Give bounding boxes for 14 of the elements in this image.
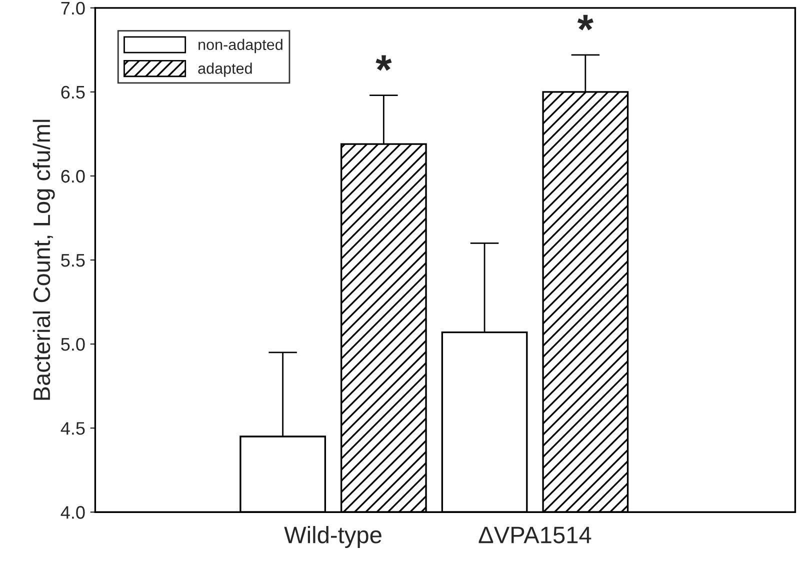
y-tick-label: 5.5 [61,254,85,267]
y-tick-label: 5.0 [61,338,85,351]
y-tick-label: 6.0 [61,170,85,183]
y-tick-label: 4.0 [60,506,85,519]
annotation: * [376,55,392,71]
y-tick-label: 7.0 [61,2,85,15]
legend-label: adapted [198,62,252,77]
legend-label: non-adapted [198,38,282,54]
y-tick-label: 6.5 [61,86,85,99]
y-axis-title: Bacterial Count, Log cfu/ml [32,120,55,400]
x-tick-label: Wild-type [284,526,382,548]
x-tick-label: ΔVPA1514 [478,526,592,544]
annotation: * [577,14,594,30]
y-tick-label: 4.5 [60,422,85,435]
